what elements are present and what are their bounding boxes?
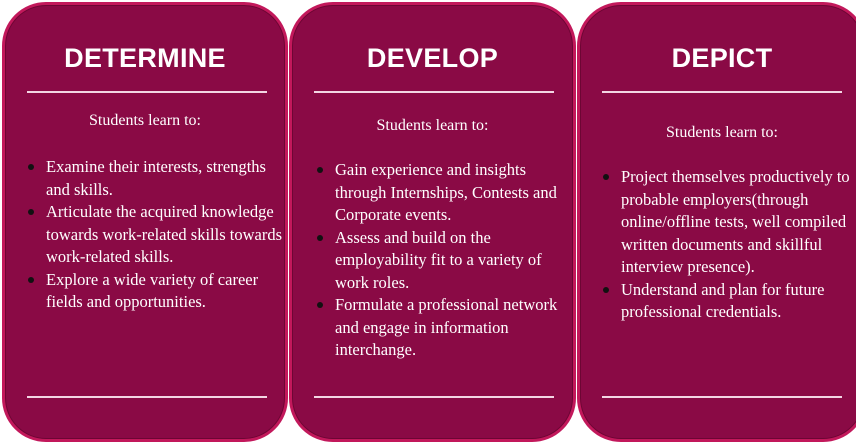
bullet-list: Gain experience and insights through Int… xyxy=(314,159,572,362)
divider xyxy=(27,91,267,93)
divider xyxy=(602,91,842,93)
card-intro: Students learn to: xyxy=(89,112,201,129)
divider xyxy=(314,91,554,93)
list-item: Project themselves productively to proba… xyxy=(600,166,856,279)
card-intro: Students learn to: xyxy=(376,117,489,134)
card-title: DEPICT xyxy=(671,43,773,73)
card-determine: DETERMINE Students learn to: Examine the… xyxy=(2,2,288,442)
bullet-list: Project themselves productively to proba… xyxy=(600,166,856,324)
list-item: Formulate a professional network and eng… xyxy=(314,294,572,362)
list-item: Explore a wide variety of career fields … xyxy=(25,269,287,314)
list-item: Gain experience and insights through Int… xyxy=(314,159,572,227)
card-title: DEVELOP xyxy=(366,43,499,73)
card-intro: Students learn to: xyxy=(666,124,778,141)
card-develop: DEVELOP Students learn to: Gain experien… xyxy=(289,2,576,442)
card-depict: DEPICT Students learn to: Project themse… xyxy=(577,2,856,442)
divider xyxy=(602,396,842,398)
divider xyxy=(314,396,554,398)
list-item: Examine their interests, strengths and s… xyxy=(25,156,287,201)
list-item: Assess and build on the employability fi… xyxy=(314,227,572,295)
card-title: DETERMINE xyxy=(64,43,226,73)
bullet-list: Examine their interests, strengths and s… xyxy=(25,156,287,314)
list-item: Understand and plan for future professio… xyxy=(600,279,856,324)
divider xyxy=(27,396,267,398)
list-item: Articulate the acquired knowledge toward… xyxy=(25,201,287,269)
